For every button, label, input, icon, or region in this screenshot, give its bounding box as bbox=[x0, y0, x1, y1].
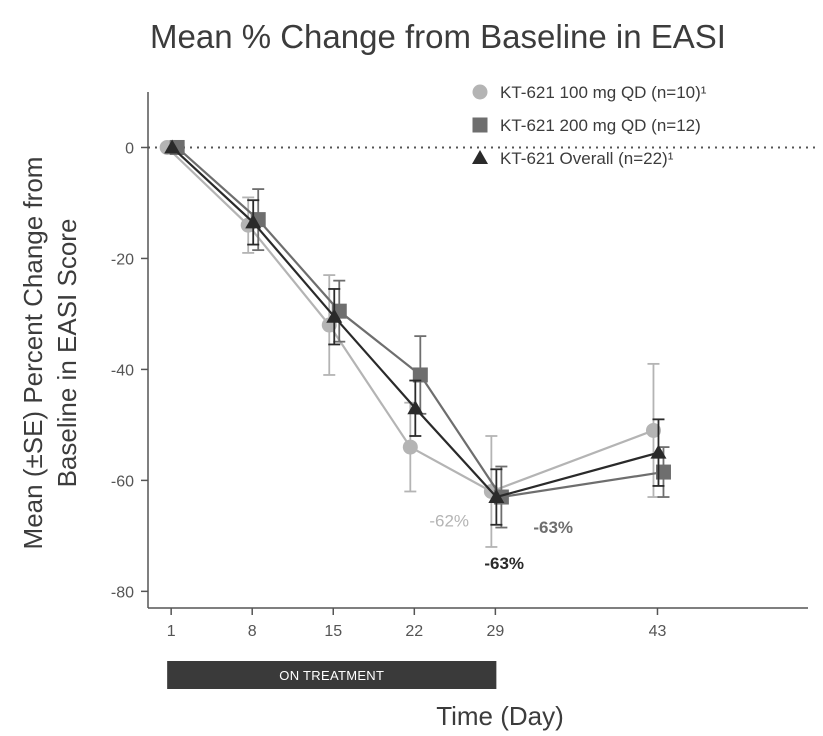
y-tick-label: -40 bbox=[111, 362, 134, 379]
chart-title: Mean % Change from Baseline in EASI bbox=[150, 18, 726, 55]
data-point bbox=[326, 308, 343, 323]
y-tick-label: -20 bbox=[111, 251, 134, 268]
legend-label: KT-621 200 mg QD (n=12) bbox=[500, 116, 701, 135]
series-line bbox=[166, 146, 654, 493]
data-point bbox=[245, 214, 262, 229]
series bbox=[159, 139, 671, 548]
x-axis-label: Time (Day) bbox=[436, 701, 564, 731]
x-tick-label: 8 bbox=[248, 623, 257, 640]
y-tick-label: -60 bbox=[111, 473, 134, 490]
legend-label: KT-621 Overall (n=22)¹ bbox=[500, 149, 674, 168]
data-point bbox=[402, 439, 418, 455]
series-line bbox=[176, 146, 664, 499]
treatment-band-label: ON TREATMENT bbox=[279, 668, 384, 683]
data-point bbox=[407, 400, 424, 415]
series-3 bbox=[164, 139, 667, 526]
x-tick-label: 29 bbox=[486, 623, 504, 640]
data-point bbox=[645, 422, 661, 438]
legend-marker-square bbox=[472, 117, 488, 133]
tick-labels: 0 -20 -40 -60 -80 1 8 15 22 29 43 bbox=[111, 140, 667, 640]
data-point bbox=[412, 367, 428, 383]
data-annotations: -62% -63% -63% bbox=[429, 511, 573, 573]
data-point bbox=[655, 464, 671, 480]
y-axis-label-line-1: Mean (±SE) Percent Change from bbox=[18, 157, 48, 550]
legend-marker-circle bbox=[472, 84, 488, 100]
legend-marker-triangle bbox=[472, 150, 488, 164]
data-point bbox=[650, 444, 667, 459]
x-tick-label: 1 bbox=[167, 623, 176, 640]
treatment-band: ON TREATMENT bbox=[167, 661, 497, 689]
legend-label: KT-621 100 mg QD (n=10)¹ bbox=[500, 83, 707, 102]
x-tick-label: 43 bbox=[649, 623, 667, 640]
y-tick-label: -80 bbox=[111, 584, 134, 601]
series-1 bbox=[159, 139, 661, 548]
x-tick-label: 22 bbox=[405, 623, 423, 640]
y-tick-label: 0 bbox=[125, 140, 134, 157]
data-point bbox=[488, 489, 505, 504]
data-label: -62% bbox=[429, 511, 469, 530]
data-label: -63% bbox=[533, 518, 573, 537]
data-label: -63% bbox=[484, 554, 524, 573]
data-point bbox=[164, 139, 181, 154]
treatment-band-bar bbox=[167, 661, 497, 689]
series-line bbox=[171, 146, 659, 499]
axes bbox=[141, 92, 808, 615]
y-axis-label-line-2: Baseline in EASI Score bbox=[52, 219, 82, 488]
x-tick-label: 15 bbox=[324, 623, 342, 640]
legend: KT-621 100 mg QD (n=10)¹ KT-621 200 mg QD… bbox=[472, 83, 707, 168]
